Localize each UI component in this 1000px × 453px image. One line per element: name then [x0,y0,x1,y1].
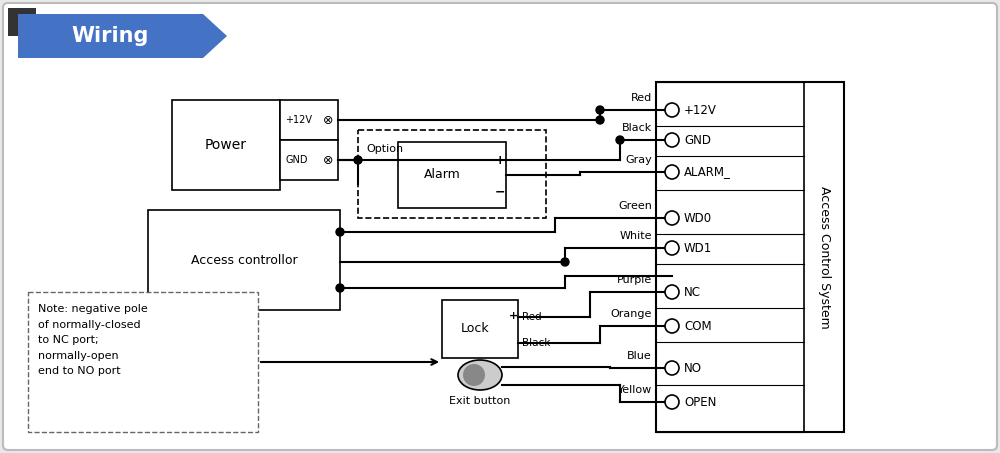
Bar [656,82,844,432]
Text: Red: Red [522,312,542,322]
Text: NC: NC [684,285,701,299]
Circle shape [665,165,679,179]
Circle shape [665,361,679,375]
FancyBboxPatch shape [3,3,997,450]
Text: Access Control System: Access Control System [818,186,830,328]
Text: Power: Power [205,138,247,152]
Text: OPEN: OPEN [684,395,716,409]
Bar [8,8,36,36]
Text: Wiring: Wiring [72,26,149,46]
Bar [172,100,280,190]
Text: +12V: +12V [285,115,312,125]
Text: −: − [495,185,505,198]
Text: +: + [495,154,505,167]
Text: Red: Red [631,93,652,103]
Text: Exit button: Exit button [449,396,511,406]
Text: Black: Black [622,123,652,133]
Text: ⊗: ⊗ [323,114,333,126]
Bar [358,130,546,218]
Circle shape [354,156,362,164]
Text: Gray: Gray [625,155,652,165]
Text: Blue: Blue [627,351,652,361]
Circle shape [665,241,679,255]
Circle shape [665,211,679,225]
Circle shape [665,395,679,409]
Circle shape [336,284,344,292]
Text: Black: Black [522,338,550,348]
Text: NO: NO [684,361,702,375]
Circle shape [336,228,344,236]
Polygon shape [18,14,227,58]
Bar [280,100,338,140]
Circle shape [665,285,679,299]
Text: ⊗: ⊗ [323,154,333,167]
Text: Green: Green [618,201,652,211]
Bar [280,140,338,180]
Text: Alarm: Alarm [424,169,460,182]
Text: Note: negative pole
of normally-closed
to NC port;
normally-open
end to NO port: Note: negative pole of normally-closed t… [38,304,148,376]
Circle shape [616,136,624,144]
Text: +: + [509,311,519,321]
Text: Yellow: Yellow [618,385,652,395]
Circle shape [665,133,679,147]
Bar [442,300,518,358]
Text: WD0: WD0 [684,212,712,225]
Circle shape [665,319,679,333]
Text: Lock: Lock [461,323,489,336]
Text: GND: GND [285,155,308,165]
Text: WD1: WD1 [684,241,712,255]
Ellipse shape [463,364,485,386]
Circle shape [561,258,569,266]
Text: Option: Option [366,144,403,154]
Circle shape [596,116,604,124]
Circle shape [665,103,679,117]
Bar [148,210,340,310]
Text: ALARM_: ALARM_ [684,165,731,178]
Text: +12V: +12V [684,103,717,116]
Text: Access controllor: Access controllor [191,254,297,266]
Text: COM: COM [684,319,712,333]
Bar [398,142,506,208]
Bar [28,292,258,432]
Text: GND: GND [684,134,711,146]
Text: White: White [620,231,652,241]
Text: Orange: Orange [611,309,652,319]
Ellipse shape [458,360,502,390]
Circle shape [596,106,604,114]
Text: Purple: Purple [617,275,652,285]
